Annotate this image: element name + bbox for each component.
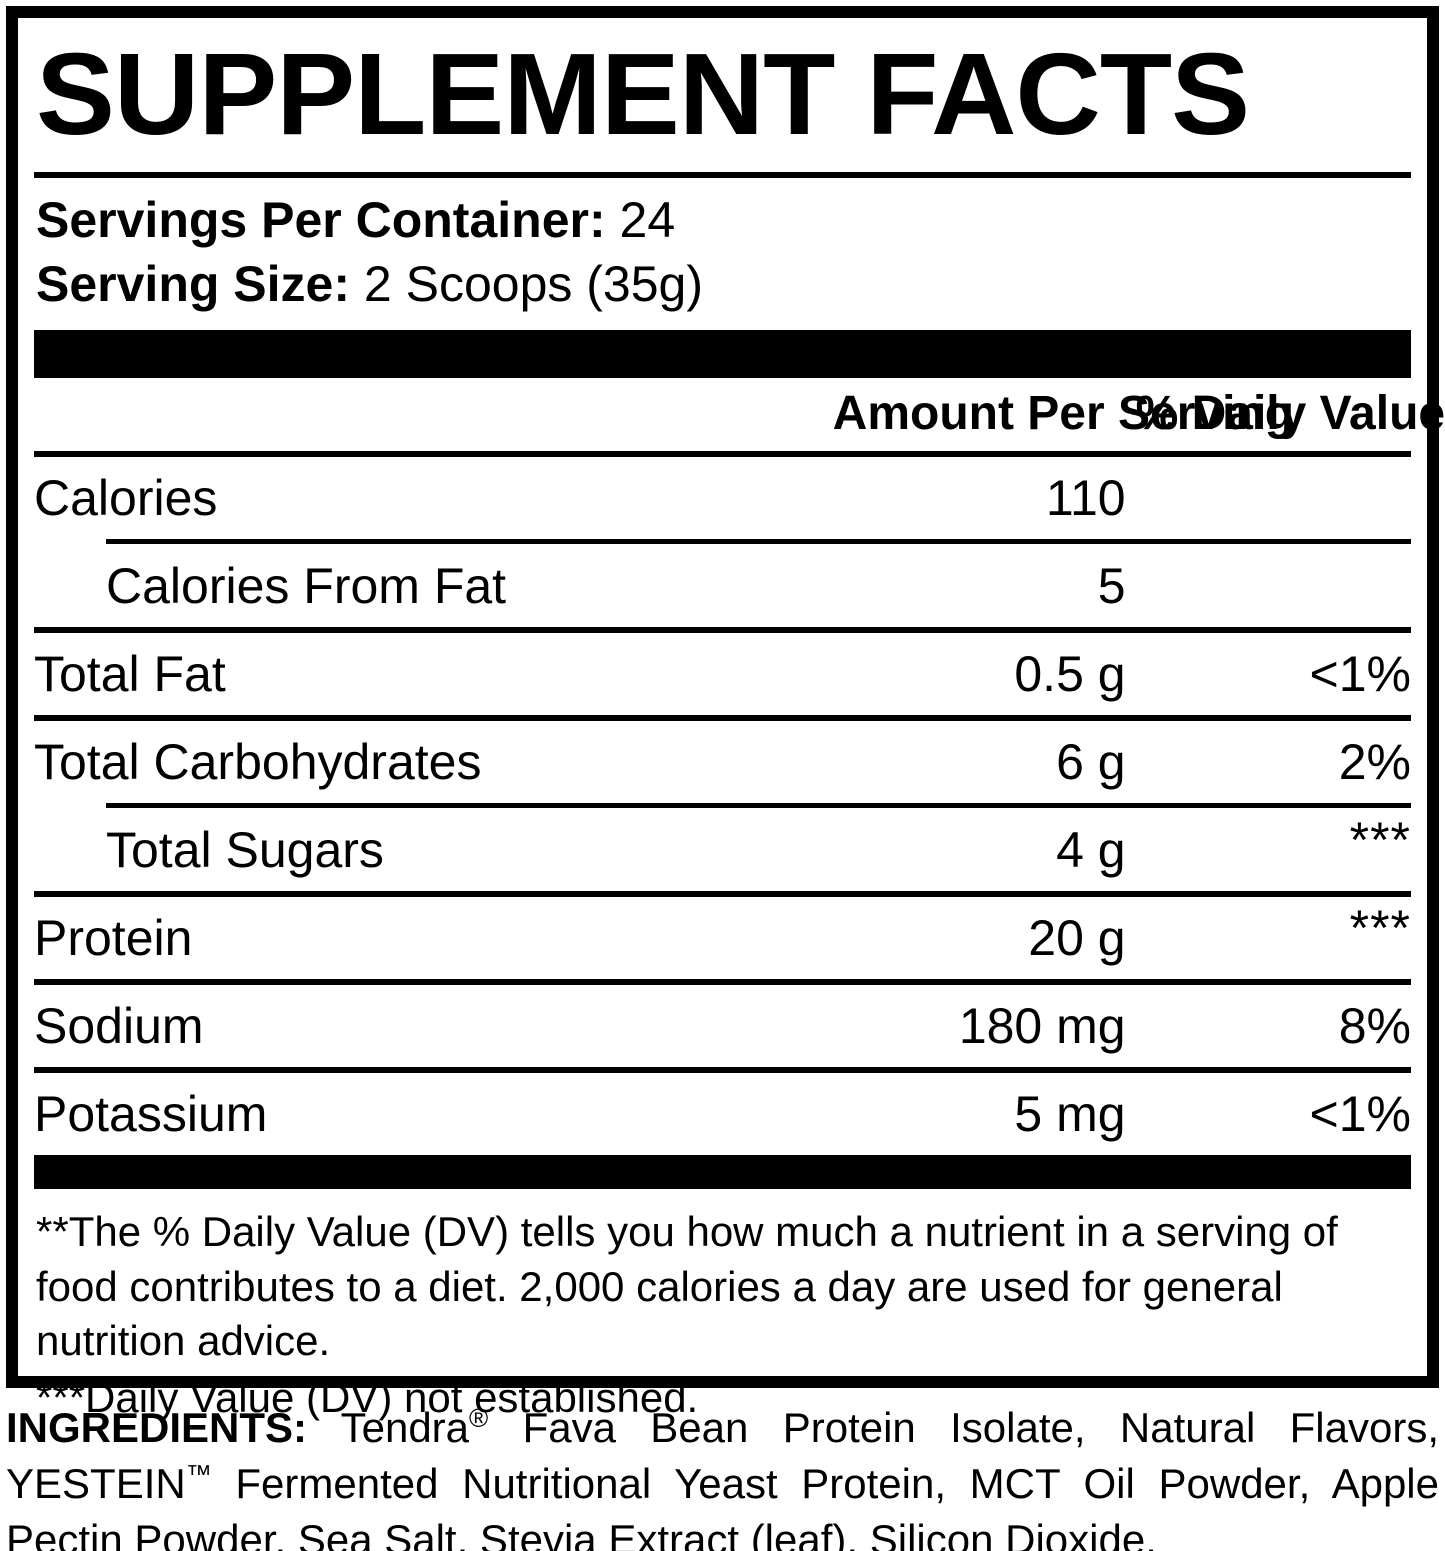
dv-not-established-note: ***Daily Value (DV) not established. — [36, 1373, 699, 1421]
nutrient-daily-value: <1% — [1309, 1086, 1411, 1142]
servings-per-container-value: 24 — [619, 192, 676, 248]
ingredients-text-part3: Fermented Nutritional Yeast Protein, MCT… — [6, 1459, 1439, 1551]
ingredients-text-part1: Tendra — [307, 1404, 470, 1451]
heavy-separator-bottom — [34, 1155, 1411, 1189]
nutrient-amount: 6 g — [1056, 734, 1126, 790]
table-row: Total Sugars 4 g *** — [34, 809, 1411, 891]
nutrition-table-body: Calories 110 Calories From Fat 5 — [34, 451, 1411, 1155]
nutrient-amount: 5 — [1097, 558, 1126, 614]
row-divider — [34, 1067, 1411, 1073]
serving-size-label: Serving Size: — [36, 256, 350, 312]
ingredients-heading: INGREDIENTS: — [6, 1404, 308, 1451]
facts-panel: SUPPLEMENT FACTS Servings Per Container:… — [6, 6, 1445, 1421]
title-divider — [34, 172, 1411, 178]
table-header-row: Amount Per Serving % Daily Value** — [34, 378, 1445, 451]
daily-value-note: **The % Daily Value (DV) tells you how m… — [36, 1208, 1338, 1365]
nutrient-amount: 0.5 g — [1014, 646, 1126, 702]
ingredients-text-part2: Fava Bean Protein Isolate, Natural Flavo… — [6, 1404, 1439, 1507]
nutrient-amount: 5 mg — [1014, 1086, 1126, 1142]
nutrient-daily-value: *** — [1349, 900, 1411, 956]
servings-per-container-label: Servings Per Container: — [36, 192, 606, 248]
row-divider-indented — [34, 539, 1411, 545]
nutrient-daily-value — [1136, 457, 1411, 539]
row-divider — [34, 451, 1411, 457]
nutrient-amount: 180 mg — [958, 998, 1126, 1054]
servings-per-container-line: Servings Per Container: 24 — [36, 188, 1411, 252]
nutrient-name: Protein — [34, 910, 193, 966]
nutrient-daily-value: *** — [1349, 812, 1411, 868]
nutrient-name: Potassium — [34, 1086, 268, 1142]
row-divider — [34, 715, 1411, 721]
row-divider — [34, 891, 1411, 897]
nutrient-name: Calories — [34, 470, 218, 526]
column-header-amount: Amount Per Serving — [832, 387, 1295, 440]
footnotes: **The % Daily Value (DV) tells you how m… — [36, 1205, 1391, 1425]
ingredients-block: INGREDIENTS: Tendra® Fava Bean Protein I… — [6, 1400, 1439, 1551]
serving-size-line: Serving Size: 2 Scoops (35g) — [36, 252, 1411, 316]
nutrition-table: Amount Per Serving % Daily Value** Calor… — [34, 378, 1445, 1155]
nutrient-name: Sodium — [34, 998, 204, 1054]
table-row: Calories 110 — [34, 457, 1411, 539]
nutrient-amount: 4 g — [1056, 822, 1126, 878]
row-divider-indented — [34, 803, 1411, 809]
column-header-daily-value: % Daily Value** — [1135, 387, 1445, 440]
nutrient-amount: 110 — [1045, 470, 1126, 526]
row-divider — [34, 627, 1411, 633]
table-row: Calories From Fat 5 — [34, 545, 1411, 627]
table-row: Potassium 5 mg <1% — [34, 1073, 1411, 1155]
nutrient-daily-value: 8% — [1338, 998, 1411, 1054]
heavy-separator-top — [34, 330, 1411, 378]
nutrient-daily-value — [1136, 545, 1411, 627]
column-header-nutrient — [34, 378, 833, 451]
table-row: Total Fat 0.5 g <1% — [34, 633, 1411, 715]
table-row: Total Carbohydrates 6 g 2% — [34, 721, 1411, 803]
trademark-symbol: ™ — [185, 1458, 212, 1489]
serving-info: Servings Per Container: 24 Serving Size:… — [36, 188, 1411, 316]
nutrient-name: Total Carbohydrates — [34, 734, 482, 790]
table-row: Protein 20 g *** — [34, 897, 1411, 979]
nutrient-name: Total Sugars — [106, 822, 384, 878]
nutrient-amount: 20 g — [1028, 910, 1126, 966]
nutrient-name: Total Fat — [34, 646, 226, 702]
nutrient-daily-value: <1% — [1309, 646, 1411, 702]
nutrient-daily-value: 2% — [1338, 734, 1411, 790]
registered-trademark-symbol: ® — [469, 1403, 489, 1433]
table-row: Sodium 180 mg 8% — [34, 985, 1411, 1067]
page-title: SUPPLEMENT FACTS — [36, 29, 1250, 159]
row-divider — [34, 979, 1411, 985]
serving-size-value: 2 Scoops (35g) — [363, 256, 703, 312]
nutrient-name: Calories From Fat — [106, 558, 507, 614]
